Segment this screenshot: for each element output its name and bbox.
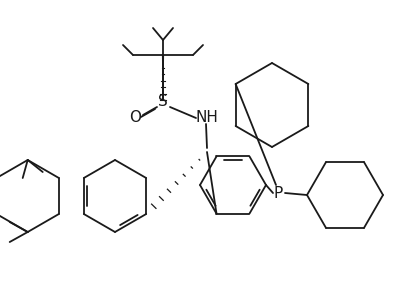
Text: P: P bbox=[273, 185, 283, 200]
Text: S: S bbox=[158, 95, 168, 109]
Text: NH: NH bbox=[196, 110, 219, 125]
Text: O: O bbox=[129, 110, 141, 125]
